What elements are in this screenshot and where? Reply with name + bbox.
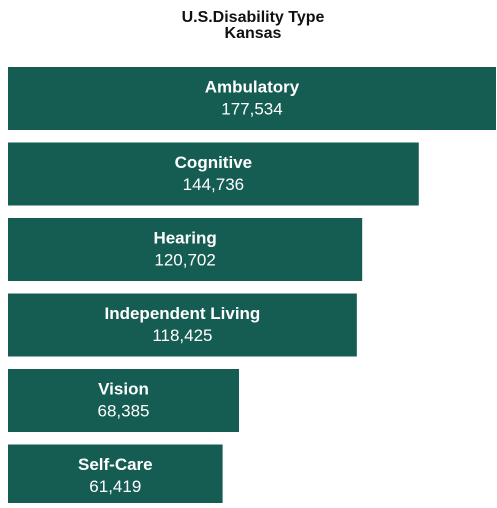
bar-value-label: 144,736 <box>183 175 244 194</box>
bar-category-label: Hearing <box>153 228 216 247</box>
chart-subtitle: Kansas <box>225 25 282 42</box>
bar <box>8 369 240 432</box>
bar <box>8 218 363 281</box>
bar-category-label: Vision <box>98 379 149 398</box>
bar-category-label: Independent Living <box>104 304 260 323</box>
bar-value-label: 177,534 <box>221 99 282 118</box>
bar-value-label: 120,702 <box>154 250 215 269</box>
bar-category-label: Self-Care <box>78 455 153 474</box>
bar-category-label: Ambulatory <box>205 77 300 96</box>
bar <box>8 67 496 130</box>
bar-value-label: 118,425 <box>152 326 212 345</box>
bar-category-label: Cognitive <box>175 153 252 172</box>
bar <box>8 444 223 508</box>
bar <box>8 293 357 357</box>
bar-value-label: 61,419 <box>89 477 141 496</box>
bar <box>8 142 419 206</box>
bar-value-label: 68,385 <box>98 401 150 420</box>
chart-title: U.S.Disability Type <box>182 9 325 26</box>
